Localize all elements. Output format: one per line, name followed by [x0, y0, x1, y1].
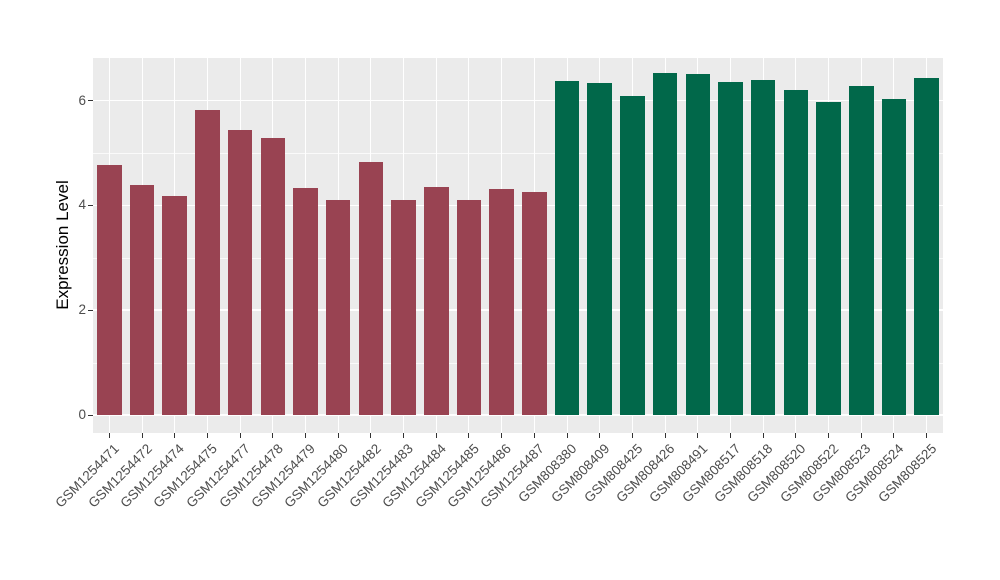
x-tick-mark	[533, 433, 535, 438]
bar	[914, 78, 939, 415]
bar	[652, 73, 678, 415]
bar	[260, 137, 286, 415]
bar	[489, 189, 514, 415]
bar	[97, 165, 122, 415]
bar	[424, 186, 449, 415]
x-tick-mark	[468, 433, 470, 438]
bar	[129, 184, 155, 415]
bar	[162, 195, 187, 415]
x-tick-mark	[631, 433, 633, 438]
bar	[750, 80, 776, 415]
bar	[718, 82, 743, 415]
bar	[783, 89, 809, 415]
x-tick-mark	[370, 433, 372, 438]
x-tick-mark	[860, 433, 862, 438]
x-tick-mark	[206, 433, 208, 438]
bar	[358, 162, 384, 415]
x-tick-mark	[566, 433, 568, 438]
bar	[816, 102, 841, 415]
x-tick-mark	[828, 433, 830, 438]
bar	[522, 191, 547, 415]
major-gridline	[93, 414, 943, 416]
x-tick-mark	[272, 433, 274, 438]
bar	[849, 85, 874, 415]
bar	[685, 74, 711, 415]
x-tick-mark	[403, 433, 405, 438]
bar	[227, 130, 253, 415]
y-tick-mark	[88, 100, 93, 102]
bar	[325, 200, 351, 415]
minor-gridline	[93, 362, 943, 364]
y-tick-label: 2	[78, 302, 86, 318]
y-tick-label: 0	[78, 407, 86, 422]
x-tick-mark	[501, 433, 503, 438]
x-tick-mark	[108, 433, 110, 438]
x-tick-mark	[337, 433, 339, 438]
major-gridline	[93, 99, 943, 102]
bar	[881, 99, 907, 415]
y-tick-mark	[88, 414, 93, 416]
bar	[195, 109, 220, 415]
x-tick-mark	[141, 433, 143, 438]
x-tick-mark	[795, 433, 797, 438]
x-tick-mark	[762, 433, 764, 438]
x-tick-mark	[239, 433, 241, 438]
bar	[554, 81, 580, 415]
bar	[456, 199, 482, 415]
x-tick-mark	[730, 433, 731, 438]
bar	[391, 199, 416, 415]
plot-panel	[93, 58, 943, 433]
y-tick-label: 6	[78, 92, 86, 108]
x-tick-mark	[435, 433, 437, 438]
x-tick-mark	[599, 433, 601, 438]
x-tick-mark	[697, 433, 699, 438]
x-tick-mark	[174, 433, 176, 438]
bar	[293, 188, 318, 415]
minor-gridline	[93, 153, 943, 154]
y-tick-mark	[88, 204, 93, 206]
bar	[620, 95, 645, 415]
y-tick-mark	[88, 309, 93, 311]
bar	[587, 82, 612, 415]
x-tick-mark	[305, 433, 306, 438]
x-tick-mark	[893, 433, 895, 438]
x-tick-mark	[664, 433, 666, 438]
major-gridline	[93, 309, 943, 311]
x-tick-mark	[926, 433, 928, 438]
major-gridline	[93, 204, 943, 207]
y-tick-label: 4	[78, 197, 86, 213]
minor-gridline	[93, 257, 943, 259]
